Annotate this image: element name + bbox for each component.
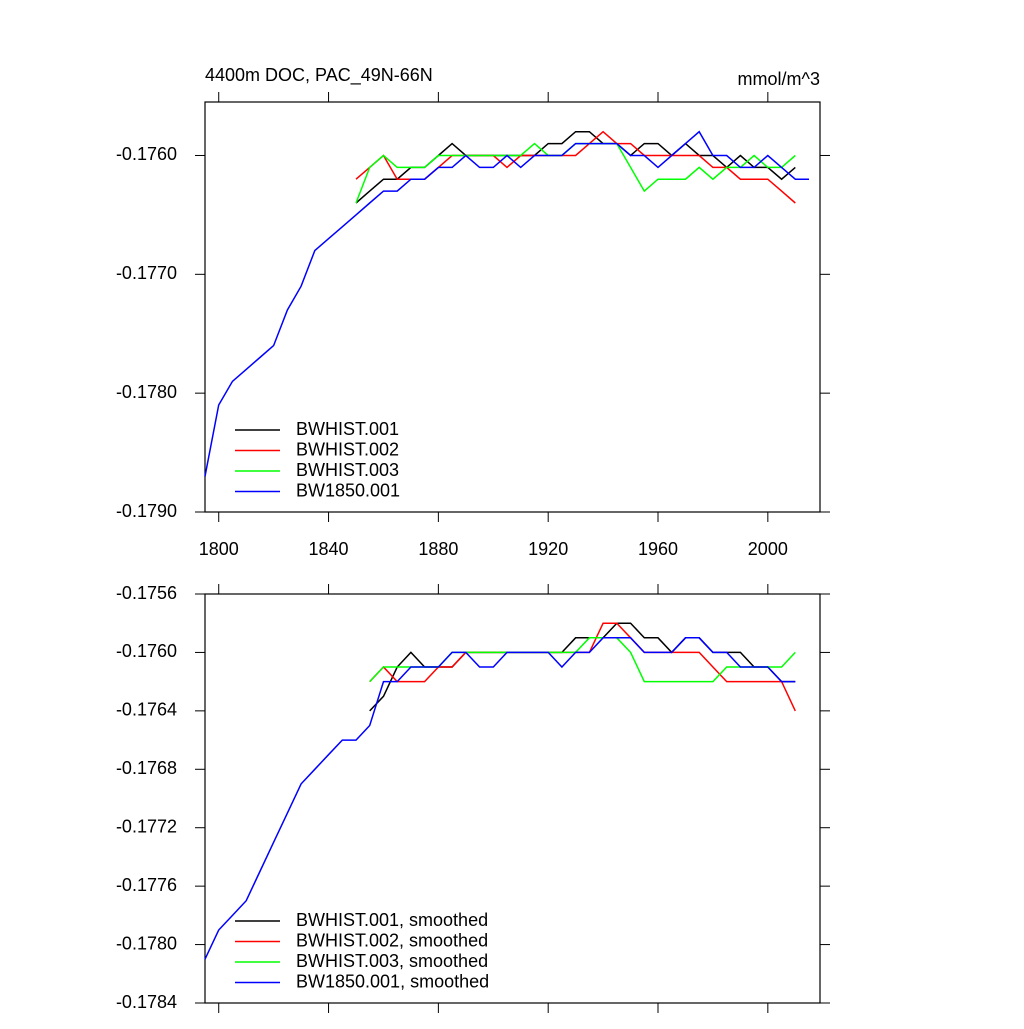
y-tick-label: -0.1790 [116, 501, 177, 521]
plot-frame [204, 101, 821, 513]
x-tick-label: 2000 [748, 539, 788, 559]
y-tick-label: -0.1768 [116, 758, 177, 778]
y-tick-label: -0.1780 [116, 933, 177, 953]
plot-frame [204, 593, 821, 1004]
legend-label: BWHIST.003, smoothed [296, 951, 488, 971]
x-tick-label: 1800 [199, 539, 239, 559]
legend-label: BWHIST.001 [296, 419, 399, 439]
series-line [369, 637, 796, 683]
series-line [355, 142, 796, 204]
series-line [204, 637, 796, 960]
y-tick-label: -0.1756 [116, 583, 177, 603]
units-label: mmol/m^3 [738, 69, 820, 89]
chart-title: 4400m DOC, PAC_49N-66N [205, 65, 433, 86]
y-tick-label: -0.1780 [116, 382, 177, 402]
y-tick-label: -0.1760 [116, 641, 177, 661]
y-tick-label: -0.1776 [116, 875, 177, 895]
legend-label: BWHIST.002 [296, 439, 399, 459]
y-tick-label: -0.1760 [116, 144, 177, 164]
y-tick-label: -0.1772 [116, 816, 177, 836]
legend-label: BWHIST.003 [296, 460, 399, 480]
legend-label: BW1850.001 [296, 480, 400, 500]
x-tick-label: 1880 [418, 539, 458, 559]
x-tick-label: 1960 [638, 539, 678, 559]
legend-label: BW1850.001, smoothed [296, 971, 489, 991]
legend-label: BWHIST.001, smoothed [296, 910, 488, 930]
y-tick-label: -0.1784 [116, 992, 177, 1012]
x-tick-label: 1920 [528, 539, 568, 559]
x-tick-label: 1840 [309, 539, 349, 559]
series-line [204, 130, 809, 477]
y-tick-label: -0.1764 [116, 700, 177, 720]
y-tick-label: -0.1770 [116, 263, 177, 283]
legend-label: BWHIST.002, smoothed [296, 930, 488, 950]
